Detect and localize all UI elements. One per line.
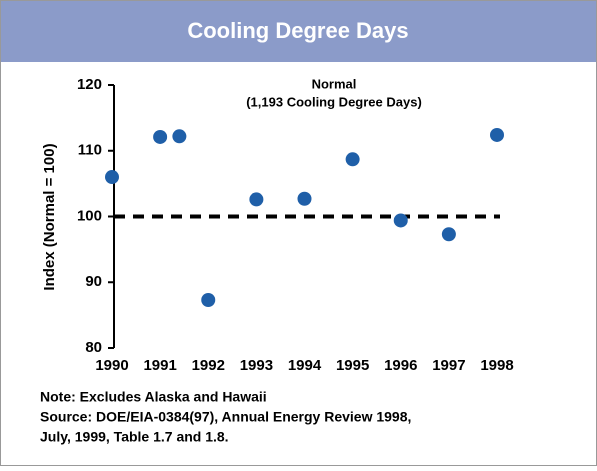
note: Source: DOE/EIA-0384(97), Annual Energy …	[40, 409, 411, 425]
chart-title: Cooling Degree Days	[187, 18, 408, 43]
note: July, 1999, Table 1.7 and 1.8.	[40, 429, 229, 445]
point	[249, 192, 264, 207]
y-axis-label: Index (Normal = 100)	[41, 143, 58, 290]
x-tick-label: 1990	[95, 357, 128, 374]
y-tick-label: 100	[77, 207, 102, 224]
point	[153, 129, 168, 144]
point	[105, 170, 119, 185]
x-tick-label: 1998	[480, 357, 513, 374]
annotation: (1,193 Cooling Degree Days)	[246, 94, 422, 109]
y-tick-label: 110	[78, 142, 102, 159]
y-tick-label: 120	[77, 76, 102, 93]
y-tick-label: 90	[85, 273, 102, 290]
point	[490, 127, 504, 142]
x-tick-label: 1993	[240, 357, 273, 374]
point	[201, 293, 216, 308]
x-tick-label: 1997	[432, 357, 465, 374]
note: Note: Excludes Alaska and Hawaii	[40, 389, 267, 405]
x-tick-label: 1992	[192, 357, 225, 374]
point	[297, 191, 312, 206]
x-tick-label: 1995	[336, 357, 369, 374]
y-tick-label: 80	[85, 339, 102, 356]
header	[1, 1, 596, 62]
x-tick-label: 1996	[384, 357, 417, 374]
point	[441, 227, 456, 242]
point	[393, 213, 408, 228]
x-tick-label: 1994	[288, 357, 322, 374]
point	[345, 152, 360, 167]
annotation: Normal	[312, 76, 357, 91]
x-tick-label: 1991	[143, 357, 176, 374]
point	[172, 129, 187, 144]
